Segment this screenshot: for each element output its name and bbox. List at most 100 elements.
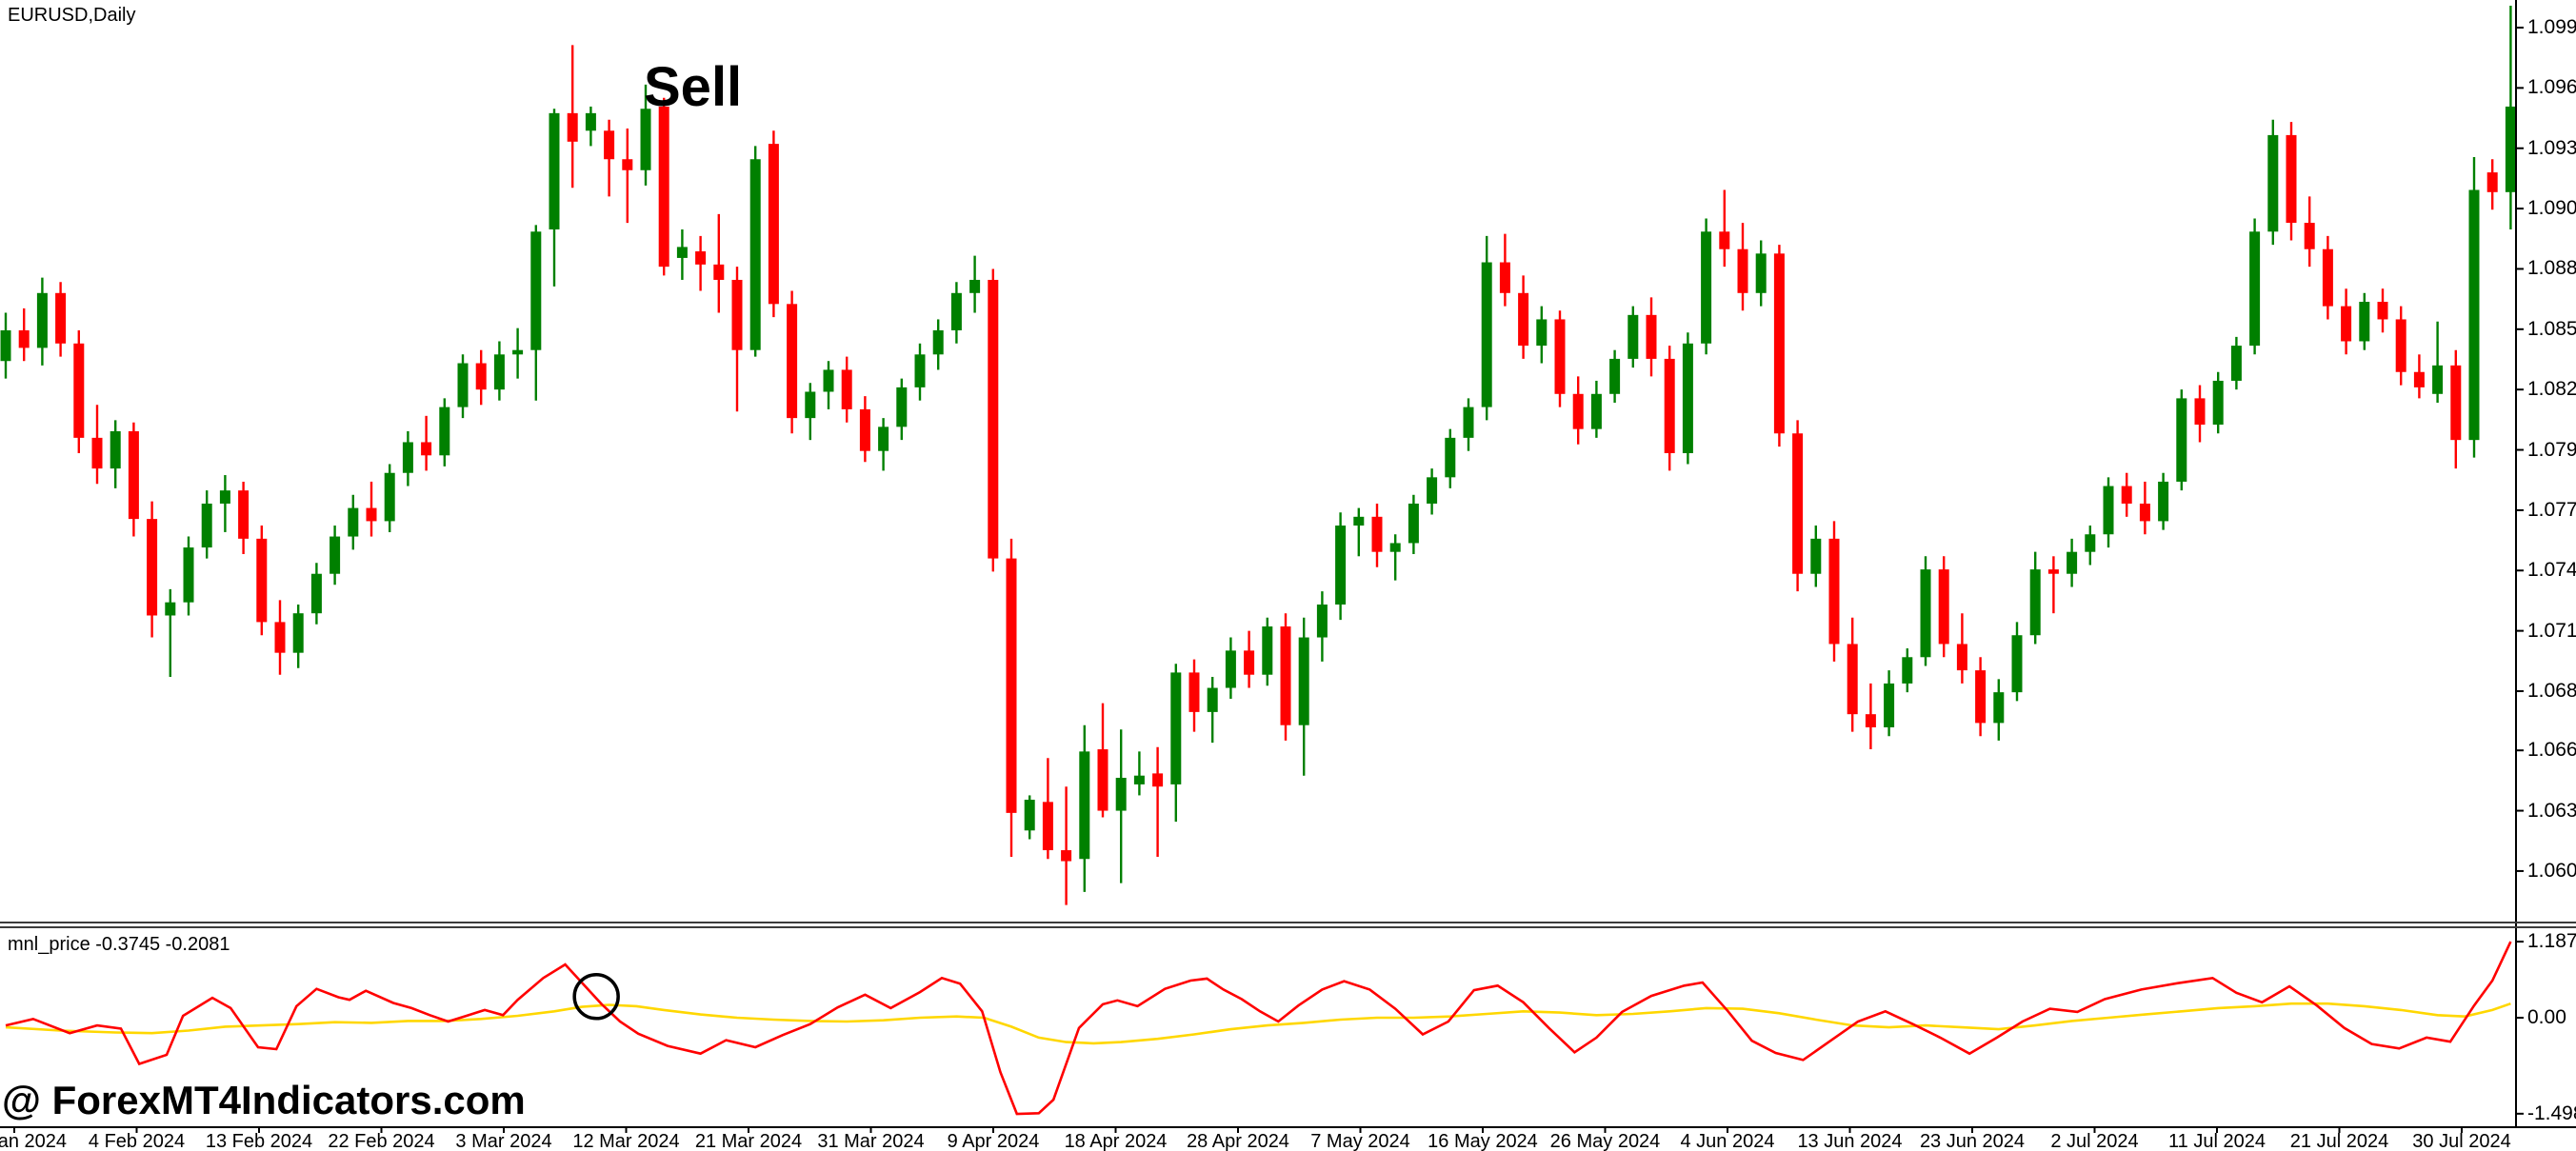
candle-body [1993, 692, 2005, 724]
sell-annotation: Sell [644, 56, 743, 118]
candle-body [1463, 407, 1474, 438]
candle-body [2395, 319, 2406, 372]
candle-body [878, 427, 889, 451]
candle-body [2212, 380, 2224, 426]
price-tick-label: 1.07700 [2527, 498, 2576, 521]
date-tick-label: 7 May 2024 [1310, 1131, 1410, 1151]
candle-body [1518, 292, 1529, 347]
candle-body [165, 602, 176, 616]
candle-body [457, 363, 469, 407]
axis-ticks-layer [13, 27, 2524, 1133]
candle-body [1335, 526, 1347, 605]
candle-body [787, 304, 798, 419]
candle-body [2121, 486, 2132, 504]
date-tick-label: 21 Jul 2024 [2289, 1131, 2389, 1151]
candle-body [969, 279, 981, 293]
candle-body [1006, 558, 1017, 813]
candle-body [1975, 670, 1987, 724]
date-tick-label: 21 Mar 2024 [694, 1131, 803, 1151]
candle-body [896, 387, 908, 427]
candle-body [1701, 231, 1712, 344]
candle-body [219, 490, 230, 504]
oscillator-signal-line [5, 1002, 2511, 1045]
candle-body [1920, 569, 1931, 658]
candle-body [950, 292, 962, 330]
candle-body [2011, 635, 2023, 693]
date-tick-label: 11 Jul 2024 [2168, 1131, 2266, 1151]
date-tick-label: 31 Mar 2024 [817, 1131, 925, 1151]
candle-body [805, 391, 816, 419]
panel-separator-bottom[interactable] [0, 926, 2576, 928]
date-tick-label: 28 Apr 2024 [1187, 1131, 1289, 1151]
candle-body [1956, 644, 1967, 671]
candle-body [310, 573, 322, 614]
candle-body [128, 430, 139, 520]
candle-body [914, 354, 926, 387]
candle-body [713, 264, 725, 280]
price-tick-label: 1.09075 [2527, 197, 2576, 220]
candle-body [73, 343, 85, 438]
candle-body [1371, 516, 1383, 552]
candle-body [585, 112, 596, 131]
candle-body [1627, 314, 1639, 359]
candle-body [366, 507, 377, 522]
candle-body [1427, 477, 1438, 504]
candle-body [2468, 189, 2480, 441]
candle-body [384, 472, 395, 522]
candle-body [932, 329, 944, 355]
candle-body [1445, 437, 1456, 478]
candle-body [2304, 223, 2315, 249]
date-tick-label: 13 Jun 2024 [1797, 1131, 1903, 1151]
date-tick-label: 13 Feb 2024 [205, 1131, 313, 1151]
candle-body [1938, 569, 1949, 645]
date-tick-label: 3 Mar 2024 [455, 1131, 552, 1151]
date-tick-label: 26 May 2024 [1549, 1131, 1661, 1151]
candle-body [2194, 398, 2206, 426]
candle-body [1590, 393, 1602, 429]
candle-body [1207, 687, 1218, 712]
panel-separator-top[interactable] [0, 922, 2576, 923]
candle-body [110, 430, 121, 469]
indicator-name-values-label: mnl_price -0.3745 -0.2081 [8, 934, 230, 955]
candle-body [658, 106, 669, 268]
candle-body [1664, 358, 1675, 453]
date-tick-label: 18 Apr 2024 [1064, 1131, 1168, 1151]
candle-body [859, 408, 870, 451]
price-tick-label: 1.06605 [2527, 739, 2576, 762]
candle-body [1225, 650, 1236, 688]
candle-body [567, 112, 578, 142]
price-tick-label: 1.07150 [2527, 619, 2576, 642]
candle-body [421, 442, 432, 456]
candle-body [731, 279, 743, 350]
candle-body [1755, 253, 1767, 293]
symbol-timeframe-label: EURUSD,Daily [8, 5, 136, 26]
candle-body [749, 159, 761, 350]
price-tick-label: 1.07425 [2527, 559, 2576, 582]
candle-body [2176, 398, 2187, 482]
date-tick-label: 4 Jun 2024 [1680, 1131, 1775, 1151]
candle-body [2450, 365, 2462, 441]
candle-body [2505, 106, 2516, 192]
price-tick-label: 1.09900 [2527, 16, 2576, 38]
candle-body [1097, 749, 1108, 811]
candle-body [2139, 503, 2150, 522]
candle-body [1133, 775, 1145, 784]
indicator-tick-label: 1.1878 [2527, 930, 2576, 953]
price-tick-label: 1.07975 [2527, 438, 2576, 461]
date-tick-label: 22 Feb 2024 [328, 1131, 435, 1151]
candle-body [2103, 486, 2114, 535]
date-tick-label: 25 Jan 2024 [0, 1131, 68, 1151]
candle-body [530, 231, 542, 350]
candle-body [2359, 302, 2370, 342]
candle-body [1481, 262, 1492, 407]
price-tick-label: 1.08800 [2527, 257, 2576, 280]
candle-body [493, 354, 505, 390]
signal-circle-annotation [572, 973, 620, 1021]
price-tick-label: 1.08250 [2527, 378, 2576, 401]
candle-body [622, 159, 633, 170]
price-tick-label: 1.06055 [2527, 859, 2576, 882]
candle-body [768, 144, 779, 305]
candle-body [1280, 626, 1291, 725]
